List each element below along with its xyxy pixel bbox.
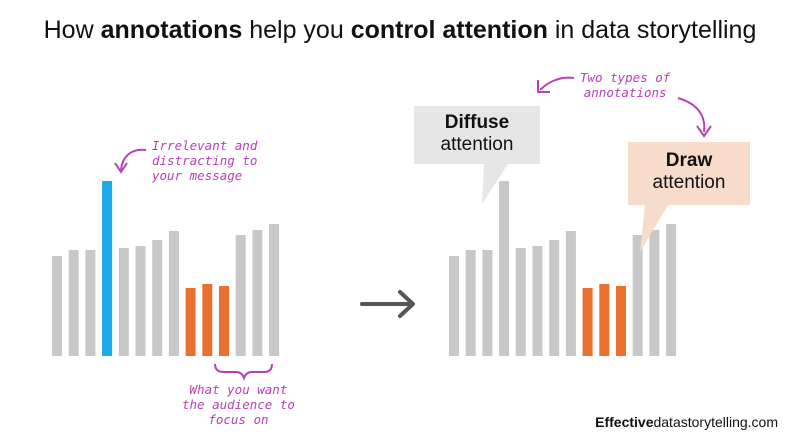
types-note: Two types of annotations bbox=[580, 70, 670, 100]
footer-brand: Effectivedatastorytelling.com bbox=[595, 414, 778, 430]
left-bar-11 bbox=[219, 286, 229, 356]
draw-callout-text: attention bbox=[652, 172, 726, 193]
right-bar-12 bbox=[632, 235, 643, 356]
diffuse-callout: Diffuse attention bbox=[414, 112, 540, 156]
diffuse-callout-title: Diffuse bbox=[444, 112, 510, 133]
irrelevant-note-line: distracting to bbox=[152, 153, 258, 168]
footer-brand-bold: Effective bbox=[595, 414, 654, 430]
left-bar-7 bbox=[152, 240, 163, 356]
page-title: How annotations help you control attenti… bbox=[0, 16, 800, 45]
irrelevant-note-line: Irrelevant and bbox=[152, 138, 258, 153]
footer-brand-rest: datastorytelling.com bbox=[653, 414, 778, 430]
right-bar-14 bbox=[666, 224, 677, 356]
left-bar-8 bbox=[168, 231, 179, 356]
diffuse-callout-text: attention bbox=[440, 134, 514, 155]
right-bar-9 bbox=[582, 288, 593, 356]
right-bar-7 bbox=[549, 240, 560, 356]
right-arrow-icon bbox=[360, 290, 415, 318]
left-bar-2 bbox=[68, 250, 79, 356]
title-bold-annotations: annotations bbox=[100, 16, 243, 44]
left-bar-6 bbox=[135, 246, 146, 356]
left-bar-3 bbox=[85, 250, 96, 356]
diffuse-callout-box bbox=[414, 106, 540, 204]
left-bar-13 bbox=[252, 230, 263, 356]
draw-callout-box bbox=[628, 142, 750, 252]
left-bar-10 bbox=[202, 284, 213, 356]
draw-callout-title: Draw bbox=[665, 150, 713, 171]
left-bar-1 bbox=[52, 256, 62, 356]
right-bar-chart bbox=[449, 181, 677, 356]
title-prefix: How bbox=[43, 16, 101, 44]
right-bar-8 bbox=[565, 231, 576, 356]
left-bar-4 bbox=[102, 181, 113, 356]
right-bar-13 bbox=[649, 230, 660, 356]
draw-callout: Draw attention bbox=[628, 150, 750, 194]
right-bar-1 bbox=[449, 256, 459, 356]
right-bar-4 bbox=[499, 181, 510, 356]
types-note-line: Two types of bbox=[580, 70, 671, 85]
focus-note: What you want the audience to focus on bbox=[182, 382, 295, 427]
focus-brace-icon bbox=[214, 363, 273, 382]
title-bold-control: control attention bbox=[350, 16, 548, 44]
types-note-line: annotations bbox=[583, 85, 667, 100]
title-middle: help you bbox=[242, 16, 351, 44]
right-bar-5 bbox=[515, 248, 526, 356]
right-bar-3 bbox=[482, 250, 493, 356]
right-bar-2 bbox=[465, 250, 476, 356]
types-left-pointer-icon bbox=[539, 76, 575, 91]
types-right-pointer-icon bbox=[677, 97, 706, 133]
left-bar-12 bbox=[235, 235, 246, 356]
irrelevant-note-line: your message bbox=[152, 168, 243, 183]
irrelevant-arrowhead-icon bbox=[114, 162, 128, 174]
focus-note-line: the audience to bbox=[182, 397, 295, 412]
irrelevant-note: Irrelevant and distracting to your messa… bbox=[152, 138, 257, 183]
left-bar-9 bbox=[185, 288, 196, 356]
focus-note-line: focus on bbox=[208, 412, 269, 427]
title-suffix: in data storytelling bbox=[547, 16, 757, 44]
irrelevant-pointer-icon bbox=[120, 148, 147, 171]
left-bar-chart bbox=[52, 181, 280, 356]
left-bar-14 bbox=[269, 224, 280, 356]
right-bar-10 bbox=[599, 284, 610, 356]
types-left-arrowhead-icon bbox=[537, 80, 550, 93]
right-bar-6 bbox=[532, 246, 543, 356]
left-bar-5 bbox=[118, 248, 129, 356]
right-bar-11 bbox=[616, 286, 626, 356]
focus-note-line: What you want bbox=[189, 382, 288, 397]
types-right-arrowhead-icon bbox=[696, 125, 712, 138]
